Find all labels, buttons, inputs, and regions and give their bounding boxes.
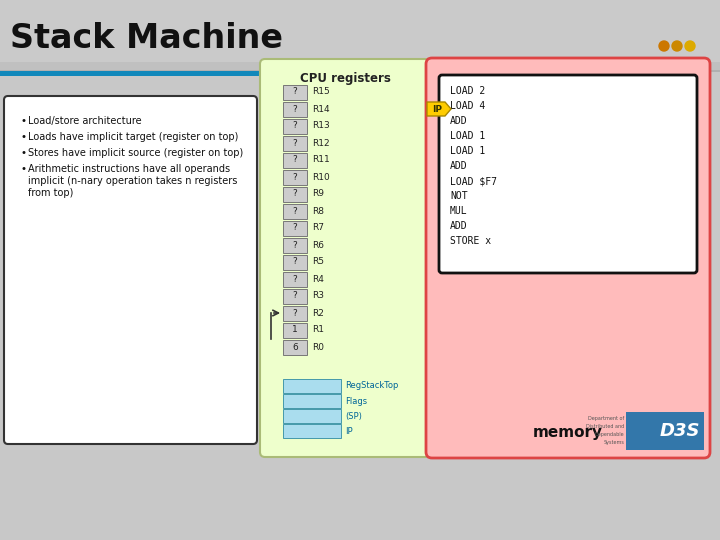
FancyBboxPatch shape [283, 204, 307, 219]
Text: Flags: Flags [345, 396, 367, 406]
Text: R8: R8 [312, 206, 324, 215]
Text: •: • [20, 116, 26, 126]
Text: R5: R5 [312, 258, 324, 267]
Text: IP: IP [345, 427, 353, 435]
Bar [626, 412, 704, 450]
Text: ?: ? [292, 292, 297, 300]
Text: ?: ? [292, 224, 297, 233]
FancyBboxPatch shape [283, 186, 307, 201]
Text: from top): from top) [28, 188, 73, 198]
FancyBboxPatch shape [283, 136, 307, 151]
Text: ?: ? [292, 122, 297, 131]
FancyBboxPatch shape [283, 409, 341, 423]
Bar [0, 0, 720, 72]
Text: R9: R9 [312, 190, 324, 199]
Text: ?: ? [292, 274, 297, 284]
Text: ?: ? [292, 87, 297, 97]
Text: (SP): (SP) [345, 411, 362, 421]
Text: ADD: ADD [450, 161, 467, 171]
Bar [0, 0, 720, 62]
Text: R11: R11 [312, 156, 330, 165]
FancyBboxPatch shape [283, 288, 307, 303]
Text: 1: 1 [292, 326, 298, 334]
Text: IP: IP [432, 105, 442, 113]
Text: R7: R7 [312, 224, 324, 233]
Text: Loads have implicit target (register on top): Loads have implicit target (register on … [28, 132, 238, 142]
FancyBboxPatch shape [283, 84, 307, 99]
Text: Systems: Systems [603, 440, 624, 445]
Text: R3: R3 [312, 292, 324, 300]
Text: ?: ? [292, 308, 297, 318]
Text: R2: R2 [312, 308, 324, 318]
Text: R14: R14 [312, 105, 330, 113]
Text: •: • [20, 164, 26, 174]
Text: memory: memory [533, 424, 603, 440]
Text: LOAD 1: LOAD 1 [450, 131, 485, 141]
Text: RegStackTop: RegStackTop [345, 381, 398, 390]
FancyBboxPatch shape [283, 394, 341, 408]
Text: Load/store architecture: Load/store architecture [28, 116, 142, 126]
Circle shape [672, 41, 682, 51]
Text: LOAD 4: LOAD 4 [450, 101, 485, 111]
FancyBboxPatch shape [283, 102, 307, 117]
Circle shape [685, 41, 695, 51]
Text: Arithmetic instructions have all operands: Arithmetic instructions have all operand… [28, 164, 230, 174]
FancyBboxPatch shape [283, 152, 307, 167]
Text: 6: 6 [292, 342, 298, 352]
FancyBboxPatch shape [283, 306, 307, 321]
FancyBboxPatch shape [439, 75, 697, 273]
FancyBboxPatch shape [283, 379, 341, 393]
Text: ?: ? [292, 258, 297, 267]
Text: R15: R15 [312, 87, 330, 97]
FancyBboxPatch shape [283, 322, 307, 338]
Text: implicit (n-nary operation takes n registers: implicit (n-nary operation takes n regis… [28, 176, 238, 186]
Text: ?: ? [292, 240, 297, 249]
Text: ?: ? [292, 105, 297, 113]
Text: ?: ? [292, 206, 297, 215]
FancyBboxPatch shape [283, 118, 307, 133]
FancyBboxPatch shape [426, 58, 710, 458]
Text: Stores have implicit source (register on top): Stores have implicit source (register on… [28, 148, 243, 158]
Text: D3S: D3S [660, 422, 701, 440]
Text: •: • [20, 148, 26, 158]
Text: R4: R4 [312, 274, 324, 284]
Text: NOT: NOT [450, 191, 467, 201]
Text: ?: ? [292, 172, 297, 181]
Text: LOAD 1: LOAD 1 [450, 146, 485, 156]
Text: Department of: Department of [588, 416, 624, 421]
Text: LOAD $F7: LOAD $F7 [450, 176, 497, 186]
FancyBboxPatch shape [283, 340, 307, 354]
FancyBboxPatch shape [283, 272, 307, 287]
Text: Distributed and: Distributed and [586, 424, 624, 429]
Text: CPU registers: CPU registers [300, 72, 390, 85]
FancyBboxPatch shape [283, 424, 341, 438]
FancyBboxPatch shape [283, 254, 307, 269]
Text: ADD: ADD [450, 221, 467, 231]
Text: STORE x: STORE x [450, 236, 491, 246]
Text: Dependable: Dependable [595, 432, 624, 437]
Text: MUL: MUL [450, 206, 467, 216]
FancyBboxPatch shape [283, 238, 307, 253]
Text: R12: R12 [312, 138, 330, 147]
Text: R13: R13 [312, 122, 330, 131]
Text: R0: R0 [312, 342, 324, 352]
FancyBboxPatch shape [283, 220, 307, 235]
FancyBboxPatch shape [283, 170, 307, 185]
Bar [0, 71, 640, 76]
FancyBboxPatch shape [4, 96, 257, 444]
Text: R10: R10 [312, 172, 330, 181]
Text: LOAD 2: LOAD 2 [450, 86, 485, 96]
Text: •: • [20, 132, 26, 142]
Text: ?: ? [292, 190, 297, 199]
Circle shape [659, 41, 669, 51]
Text: R1: R1 [312, 326, 324, 334]
Text: ADD: ADD [450, 116, 467, 126]
Text: ?: ? [292, 138, 297, 147]
Text: R6: R6 [312, 240, 324, 249]
Text: Stack Machine: Stack Machine [10, 22, 283, 55]
Bar [0, 2, 720, 70]
Polygon shape [427, 102, 451, 116]
FancyBboxPatch shape [260, 59, 430, 457]
Text: ?: ? [292, 156, 297, 165]
